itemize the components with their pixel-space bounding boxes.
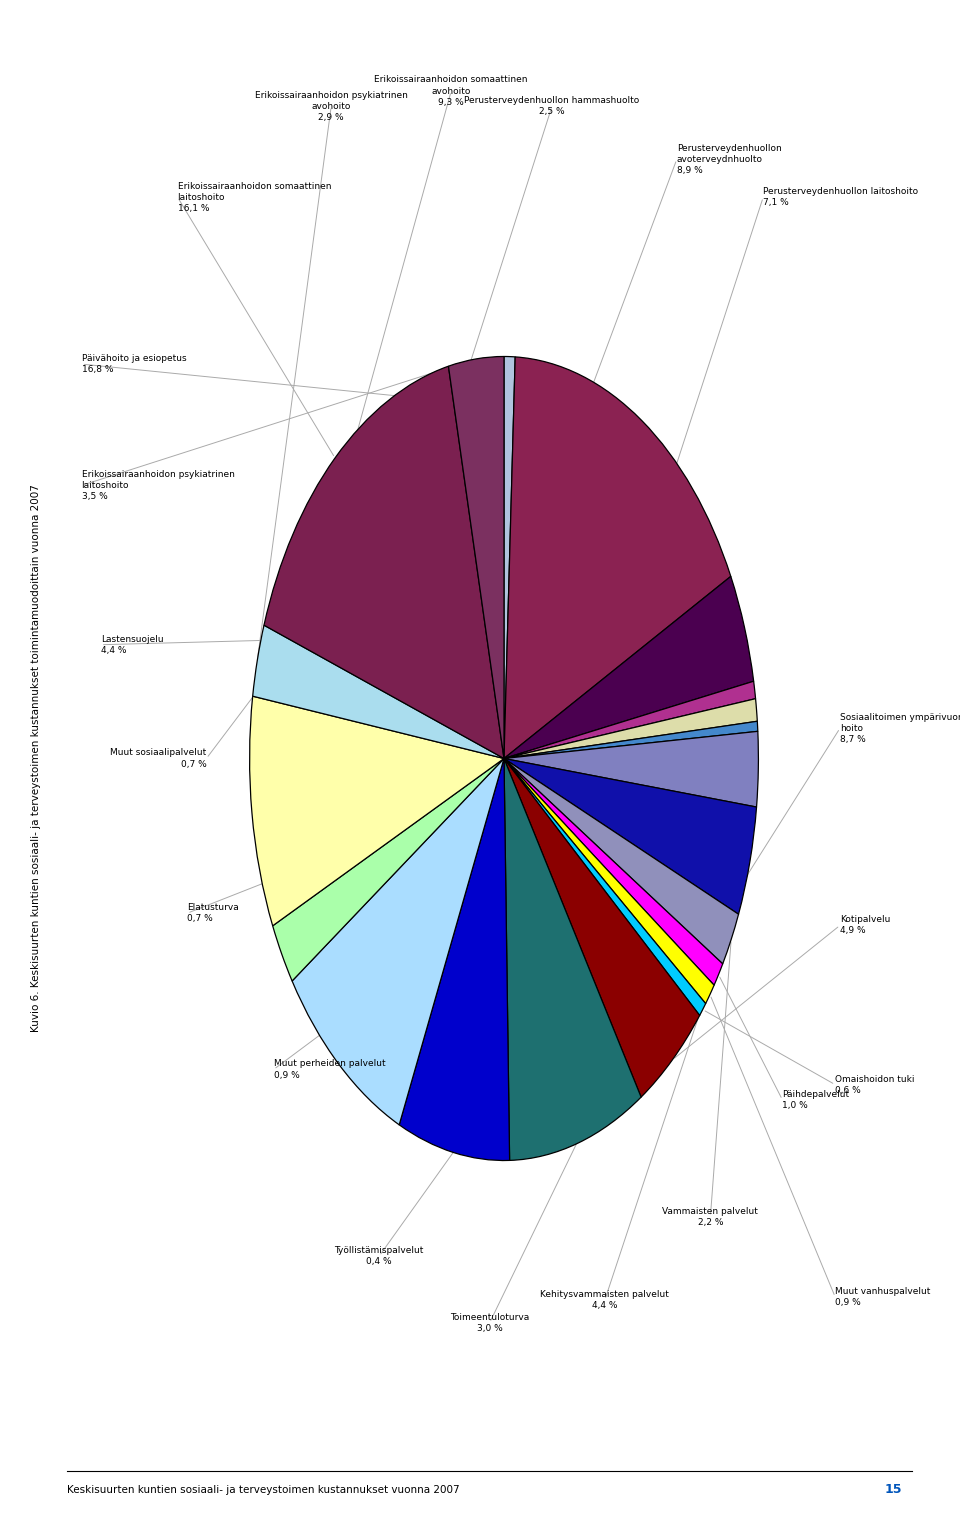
Wedge shape — [504, 356, 516, 758]
Wedge shape — [504, 721, 757, 758]
Wedge shape — [399, 758, 510, 1161]
Text: Elatusturva
0,7 %: Elatusturva 0,7 % — [187, 903, 239, 924]
Text: Päihdepalvelut
1,0 %: Päihdepalvelut 1,0 % — [782, 1089, 850, 1110]
Wedge shape — [504, 758, 714, 1004]
Text: Työllistämispalvelut
0,4 %: Työllistämispalvelut 0,4 % — [334, 1245, 424, 1267]
Text: Muut vanhuspalvelut
0,9 %: Muut vanhuspalvelut 0,9 % — [835, 1286, 930, 1308]
Text: Toimeentuloturva
3,0 %: Toimeentuloturva 3,0 % — [450, 1312, 529, 1333]
Wedge shape — [448, 356, 504, 758]
Text: Vammaisten palvelut
2,2 %: Vammaisten palvelut 2,2 % — [662, 1206, 758, 1227]
Wedge shape — [504, 758, 723, 985]
Text: Kotipalvelu
4,9 %: Kotipalvelu 4,9 % — [840, 915, 890, 936]
Text: Muut sosiaalipalvelut
0,7 %: Muut sosiaalipalvelut 0,7 % — [110, 748, 206, 769]
Wedge shape — [264, 366, 504, 758]
Wedge shape — [250, 696, 504, 925]
Wedge shape — [504, 731, 758, 807]
Text: Kuvio 6. Keskisuurten kuntien sosiaali- ja terveystoimen kustannukset toimintamu: Kuvio 6. Keskisuurten kuntien sosiaali- … — [32, 484, 41, 1033]
Wedge shape — [504, 576, 754, 758]
Wedge shape — [504, 758, 706, 1015]
Text: Perusterveydenhuollon
avoterveydnhuolto
8,9 %: Perusterveydenhuollon avoterveydnhuolto … — [677, 144, 781, 174]
Text: Keskisuurten kuntien sosiaali- ja terveystoimen kustannukset vuonna 2007: Keskisuurten kuntien sosiaali- ja tervey… — [67, 1485, 460, 1494]
Text: 15: 15 — [885, 1484, 902, 1496]
Wedge shape — [504, 758, 641, 1161]
Text: Omaishoidon tuki
0,6 %: Omaishoidon tuki 0,6 % — [835, 1074, 915, 1095]
Wedge shape — [504, 758, 756, 915]
Text: Erikoissairaanhoidon somaattinen
laitoshoito
16,1 %: Erikoissairaanhoidon somaattinen laitosh… — [178, 182, 331, 212]
Text: Päivähoito ja esiopetus
16,8 %: Päivähoito ja esiopetus 16,8 % — [82, 353, 186, 375]
Wedge shape — [292, 758, 504, 1124]
Wedge shape — [504, 356, 731, 758]
Text: Lastensuojelu
4,4 %: Lastensuojelu 4,4 % — [101, 634, 163, 655]
Wedge shape — [273, 758, 504, 981]
Text: Perusterveydenhuollon laitoshoito
7,1 %: Perusterveydenhuollon laitoshoito 7,1 % — [763, 187, 919, 208]
Wedge shape — [504, 758, 738, 963]
Wedge shape — [504, 681, 756, 758]
Text: Perusterveydenhuollon hammashuolto
2,5 %: Perusterveydenhuollon hammashuolto 2,5 % — [465, 96, 639, 117]
Text: Muut perheiden palvelut
0,9 %: Muut perheiden palvelut 0,9 % — [274, 1059, 385, 1080]
Wedge shape — [252, 625, 504, 758]
Wedge shape — [504, 699, 757, 758]
Wedge shape — [504, 758, 700, 1097]
Text: Erikoissairaanhoidon somaattinen
avohoito
9,3 %: Erikoissairaanhoidon somaattinen avohoit… — [374, 76, 528, 106]
Text: Erikoissairaanhoidon psykiatrinen
avohoito
2,9 %: Erikoissairaanhoidon psykiatrinen avohoi… — [254, 91, 408, 121]
Text: Erikoissairaanhoidon psykiatrinen
laitoshoito
3,5 %: Erikoissairaanhoidon psykiatrinen laitos… — [82, 470, 234, 501]
Text: Kehitysvammaisten palvelut
4,4 %: Kehitysvammaisten palvelut 4,4 % — [540, 1289, 669, 1311]
Text: Sosiaalitoimen ympärivuorokautinen
hoito
8,7 %: Sosiaalitoimen ympärivuorokautinen hoito… — [840, 713, 960, 743]
